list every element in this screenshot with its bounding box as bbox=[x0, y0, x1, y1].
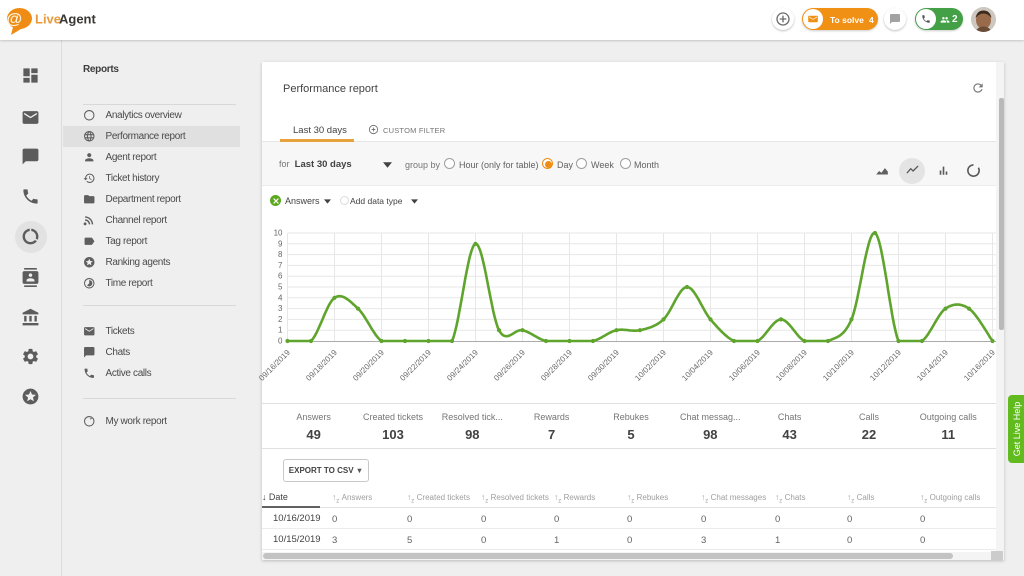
svg-text:09/22/2019: 09/22/2019 bbox=[398, 348, 433, 383]
svg-text:10/02/2019: 10/02/2019 bbox=[633, 348, 668, 383]
svg-text:1: 1 bbox=[278, 326, 283, 335]
svg-text:10/16/2019: 10/16/2019 bbox=[962, 348, 997, 383]
svg-text:09/16/2019: 09/16/2019 bbox=[257, 348, 292, 383]
svg-text:0: 0 bbox=[278, 337, 283, 346]
svg-text:10/12/2019: 10/12/2019 bbox=[868, 348, 903, 383]
svg-text:5: 5 bbox=[278, 283, 283, 292]
svg-text:09/20/2019: 09/20/2019 bbox=[351, 348, 386, 383]
svg-text:3: 3 bbox=[278, 304, 283, 313]
svg-text:09/30/2019: 09/30/2019 bbox=[586, 348, 621, 383]
svg-text:6: 6 bbox=[278, 272, 283, 281]
svg-text:10/10/2019: 10/10/2019 bbox=[821, 348, 856, 383]
svg-text:09/28/2019: 09/28/2019 bbox=[539, 348, 574, 383]
svg-text:10/04/2019: 10/04/2019 bbox=[680, 348, 715, 383]
svg-text:7: 7 bbox=[278, 261, 283, 270]
svg-text:@: @ bbox=[7, 11, 23, 28]
svg-text:10/14/2019: 10/14/2019 bbox=[915, 348, 950, 383]
svg-text:09/18/2019: 09/18/2019 bbox=[304, 348, 339, 383]
svg-text:2: 2 bbox=[278, 315, 283, 324]
svg-text:4: 4 bbox=[278, 293, 283, 302]
svg-text:10: 10 bbox=[274, 229, 283, 238]
svg-text:09/24/2019: 09/24/2019 bbox=[445, 348, 480, 383]
svg-text:09/26/2019: 09/26/2019 bbox=[492, 348, 527, 383]
svg-text:Agent: Agent bbox=[59, 12, 97, 27]
svg-text:10/06/2019: 10/06/2019 bbox=[727, 348, 762, 383]
svg-text:Live: Live bbox=[35, 12, 61, 27]
svg-text:10/08/2019: 10/08/2019 bbox=[774, 348, 809, 383]
svg-text:9: 9 bbox=[278, 239, 283, 248]
svg-text:8: 8 bbox=[278, 250, 283, 259]
